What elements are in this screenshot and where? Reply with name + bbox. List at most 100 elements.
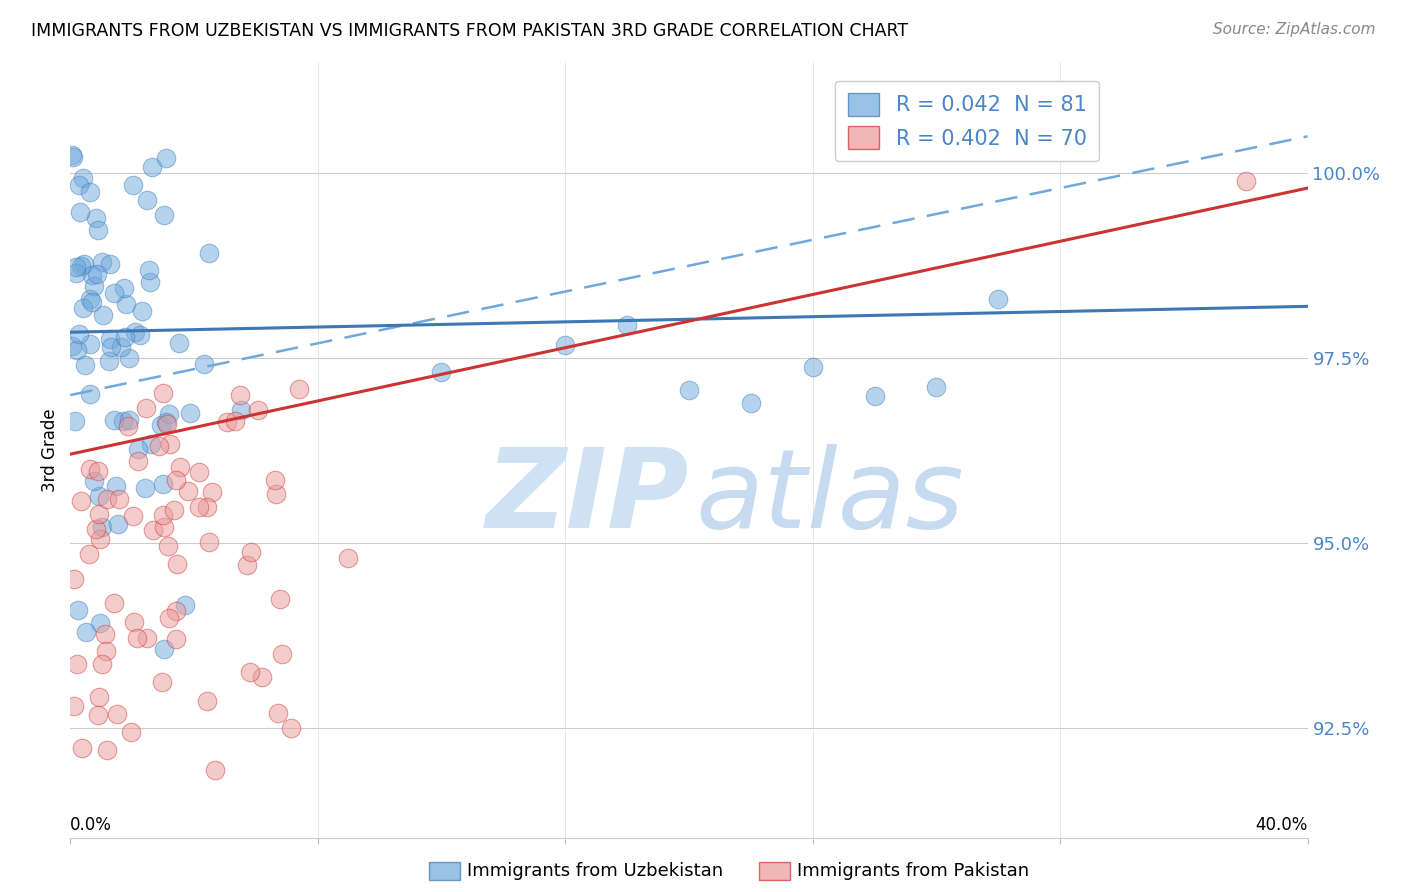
Point	[69, 259, 91, 273]
Point	[118, 412, 141, 426]
Point	[87, 690, 110, 704]
Point	[179, 406, 201, 420]
Point	[66, 343, 89, 357]
Point	[163, 503, 186, 517]
Point	[193, 357, 215, 371]
Point	[229, 387, 252, 401]
Point	[127, 442, 149, 456]
Point	[89, 532, 111, 546]
Point	[152, 520, 174, 534]
Point	[280, 721, 302, 735]
Text: Immigrants from Uzbekistan: Immigrants from Uzbekistan	[467, 862, 723, 880]
Point	[80, 268, 103, 283]
Point	[100, 340, 122, 354]
Point	[270, 648, 292, 662]
Point	[115, 297, 138, 311]
Point	[122, 509, 145, 524]
Point	[229, 402, 252, 417]
Point	[87, 489, 110, 503]
Point	[169, 460, 191, 475]
Point	[131, 304, 153, 318]
Point	[91, 255, 114, 269]
Point	[65, 266, 87, 280]
Point	[159, 436, 181, 450]
Point	[72, 301, 94, 316]
Point	[250, 670, 273, 684]
Text: 40.0%: 40.0%	[1256, 816, 1308, 834]
Point	[86, 267, 108, 281]
Text: Source: ZipAtlas.com: Source: ZipAtlas.com	[1212, 22, 1375, 37]
Point	[94, 644, 117, 658]
Point	[152, 477, 174, 491]
Point	[89, 507, 111, 521]
Point	[105, 706, 128, 721]
Point	[75, 624, 97, 639]
Point	[152, 208, 174, 222]
Point	[87, 223, 110, 237]
Point	[246, 403, 269, 417]
Point	[114, 329, 136, 343]
Point	[336, 550, 359, 565]
Point	[157, 611, 180, 625]
Point	[69, 205, 91, 219]
Point	[198, 246, 221, 260]
Point	[66, 657, 89, 671]
Point	[142, 523, 165, 537]
Point	[98, 332, 121, 346]
Point	[79, 292, 101, 306]
Point	[73, 358, 96, 372]
Point	[103, 596, 125, 610]
Point	[157, 407, 180, 421]
Point	[118, 351, 141, 366]
Point	[96, 743, 118, 757]
Point	[65, 414, 87, 428]
Y-axis label: 3rd Grade: 3rd Grade	[41, 409, 59, 492]
Point	[925, 380, 948, 394]
Point	[136, 193, 159, 207]
Point	[82, 294, 104, 309]
Point	[79, 387, 101, 401]
Point	[150, 417, 173, 432]
Point	[165, 632, 187, 647]
Point	[139, 275, 162, 289]
Point	[152, 508, 174, 523]
Point	[94, 626, 117, 640]
Point	[198, 534, 221, 549]
Point	[110, 341, 132, 355]
Point	[217, 415, 239, 429]
Point	[86, 464, 108, 478]
Point	[135, 632, 157, 646]
Point	[107, 491, 129, 506]
Point	[267, 706, 290, 720]
Point	[150, 674, 173, 689]
Point	[155, 415, 177, 429]
Point	[79, 462, 101, 476]
Point	[863, 389, 886, 403]
Point	[238, 665, 260, 679]
Point	[86, 211, 108, 225]
Point	[155, 151, 177, 165]
Point	[554, 338, 576, 352]
Point	[120, 725, 142, 739]
Point	[69, 494, 91, 508]
Point	[83, 474, 105, 488]
Point	[112, 414, 135, 428]
Point	[62, 150, 84, 164]
Point	[67, 178, 90, 192]
Point	[73, 257, 96, 271]
Point	[188, 465, 211, 479]
Point	[91, 308, 114, 322]
Point	[79, 336, 101, 351]
Point	[127, 453, 149, 467]
Point	[152, 642, 174, 657]
Point	[152, 386, 174, 401]
Point	[987, 292, 1010, 306]
Point	[97, 354, 120, 368]
Point	[224, 414, 246, 428]
Point	[166, 557, 188, 571]
Text: atlas: atlas	[695, 443, 963, 550]
Point	[103, 413, 125, 427]
Point	[83, 279, 105, 293]
Point	[62, 572, 84, 586]
Point	[65, 260, 87, 275]
